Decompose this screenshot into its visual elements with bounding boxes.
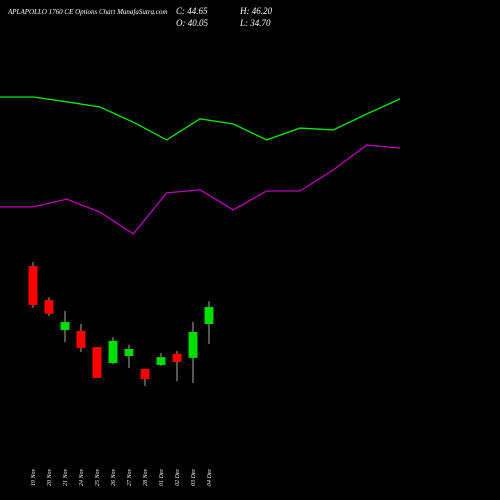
candle-body <box>124 348 134 357</box>
candle-body <box>172 353 182 362</box>
indicator-line <box>0 144 401 235</box>
x-tick-label: 21 Nov <box>63 468 69 486</box>
x-tick-label: 25 Nov <box>95 468 101 486</box>
candle-body <box>108 340 118 364</box>
chart-title: APLAPOLLO 1760 CE Options Chart MunafaSu… <box>7 8 167 16</box>
x-tick-label: 28 Nov <box>143 468 149 486</box>
low-label: L: 34.70 <box>239 18 271 28</box>
candle-body <box>92 347 102 378</box>
x-tick-label: 03 Dec <box>191 469 197 486</box>
x-tick-label: 27 Nov <box>127 468 133 486</box>
x-tick-label: 01 Dec <box>159 469 165 486</box>
x-tick-label: 20 Nov <box>47 468 53 486</box>
candle-body <box>140 368 150 379</box>
x-tick-label: 02 Dec <box>175 469 181 486</box>
x-tick-label: 19 Nov <box>31 468 37 486</box>
high-label: H: 46.20 <box>239 6 272 16</box>
x-tick-label: 04 Dec <box>206 469 213 486</box>
candle-body <box>204 306 214 325</box>
x-tick-label: 26 Nov <box>111 468 117 486</box>
x-tick-label: 24 Nov <box>78 468 85 486</box>
candle-body <box>60 321 70 331</box>
candle-body <box>28 266 38 305</box>
candle-body <box>188 331 198 358</box>
candle-body <box>44 300 54 314</box>
indicator-line <box>0 96 401 141</box>
close-label: C: 44.65 <box>176 6 208 16</box>
candle-body <box>156 357 166 365</box>
open-label: O: 40.05 <box>176 18 208 28</box>
candle-body <box>76 330 86 348</box>
